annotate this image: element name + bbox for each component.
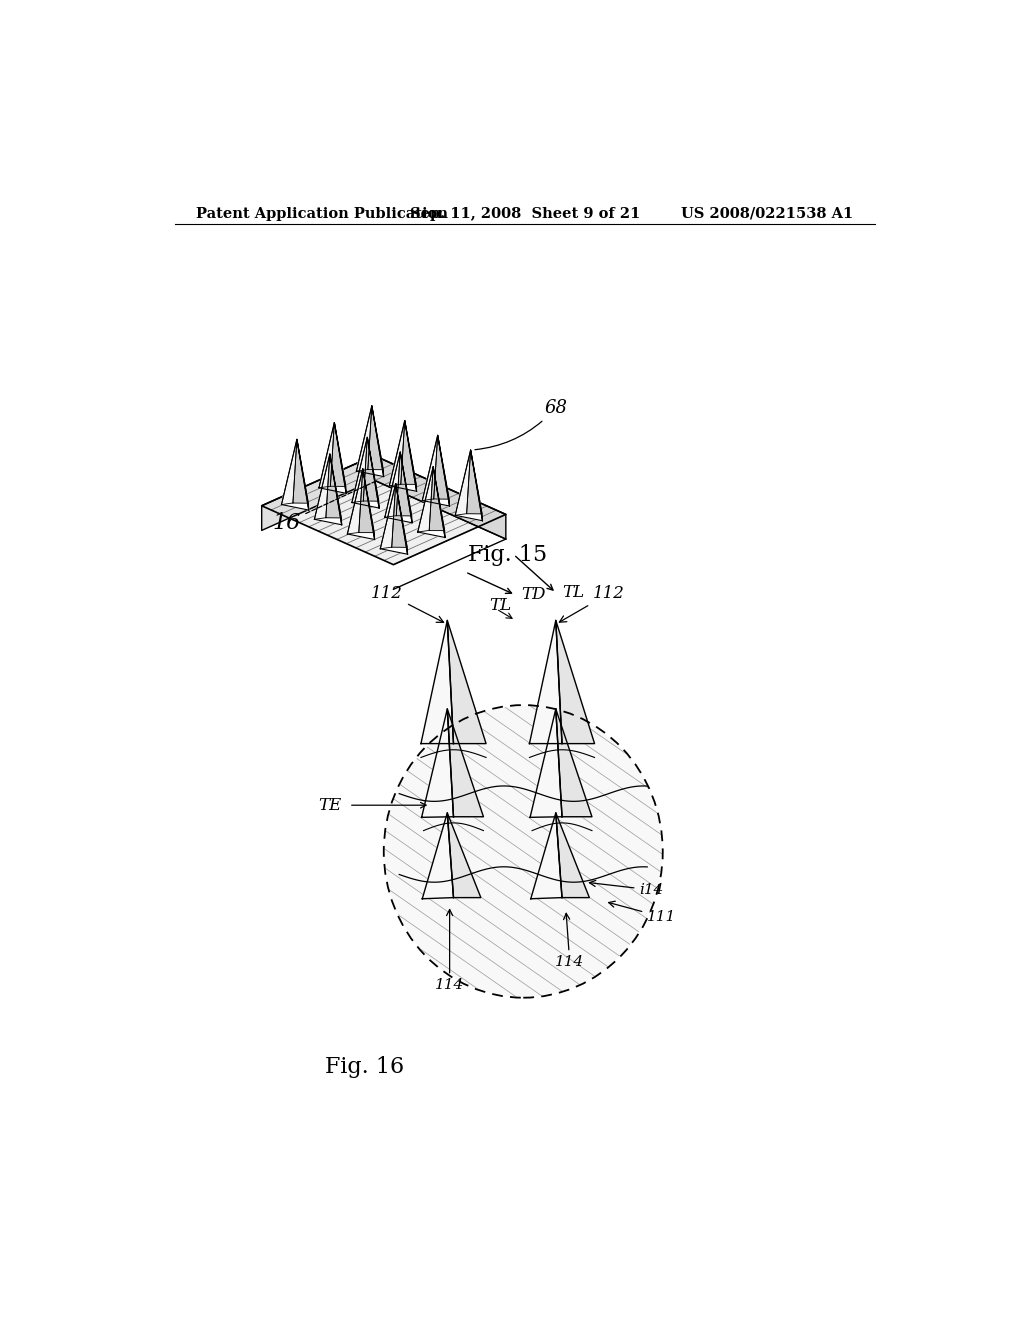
Polygon shape xyxy=(262,455,374,531)
Text: 111: 111 xyxy=(608,902,677,924)
Polygon shape xyxy=(282,440,309,510)
Polygon shape xyxy=(392,483,408,548)
Polygon shape xyxy=(400,451,412,523)
Polygon shape xyxy=(556,813,590,898)
Polygon shape xyxy=(385,451,412,523)
Polygon shape xyxy=(368,405,383,470)
Polygon shape xyxy=(433,467,445,537)
Polygon shape xyxy=(389,421,404,486)
Polygon shape xyxy=(293,440,308,503)
Polygon shape xyxy=(395,483,408,554)
Text: TE: TE xyxy=(317,797,341,813)
Polygon shape xyxy=(556,620,595,743)
Text: Patent Application Publication: Patent Application Publication xyxy=(197,207,449,220)
Text: Fig. 16: Fig. 16 xyxy=(325,1056,403,1078)
Polygon shape xyxy=(362,469,375,540)
Polygon shape xyxy=(347,469,375,540)
Polygon shape xyxy=(556,709,592,817)
Polygon shape xyxy=(282,440,297,504)
Polygon shape xyxy=(396,451,412,516)
Polygon shape xyxy=(352,437,368,503)
Polygon shape xyxy=(380,483,395,549)
Text: 114: 114 xyxy=(555,913,585,969)
Text: TL: TL xyxy=(562,585,585,602)
Polygon shape xyxy=(456,450,471,515)
Text: 68: 68 xyxy=(475,399,567,450)
Text: Fig. 15: Fig. 15 xyxy=(468,544,547,566)
Polygon shape xyxy=(356,405,372,471)
Polygon shape xyxy=(358,469,374,533)
Text: TD: TD xyxy=(521,586,546,603)
Polygon shape xyxy=(374,455,506,539)
Text: 112: 112 xyxy=(559,585,625,622)
Polygon shape xyxy=(331,422,346,487)
Polygon shape xyxy=(297,440,309,510)
Text: US 2008/0221538 A1: US 2008/0221538 A1 xyxy=(681,207,853,220)
Polygon shape xyxy=(400,421,416,484)
Polygon shape xyxy=(372,405,384,477)
Polygon shape xyxy=(529,620,562,743)
Polygon shape xyxy=(352,437,379,508)
Polygon shape xyxy=(314,454,330,519)
Polygon shape xyxy=(422,813,454,899)
Polygon shape xyxy=(318,422,346,494)
Polygon shape xyxy=(434,436,450,499)
Polygon shape xyxy=(447,813,481,898)
Polygon shape xyxy=(447,620,486,743)
Polygon shape xyxy=(422,709,454,817)
Polygon shape xyxy=(262,455,506,565)
Polygon shape xyxy=(330,454,342,525)
Polygon shape xyxy=(385,451,400,517)
Polygon shape xyxy=(418,467,433,532)
Polygon shape xyxy=(389,421,417,491)
Polygon shape xyxy=(356,405,384,477)
Polygon shape xyxy=(447,709,483,817)
Polygon shape xyxy=(530,813,562,899)
Text: 112: 112 xyxy=(372,585,443,622)
Polygon shape xyxy=(421,620,454,743)
Polygon shape xyxy=(364,437,379,502)
Polygon shape xyxy=(456,450,482,521)
Polygon shape xyxy=(326,454,341,517)
Polygon shape xyxy=(368,437,379,508)
Text: 114: 114 xyxy=(435,909,464,993)
Polygon shape xyxy=(467,450,482,513)
Polygon shape xyxy=(335,422,346,494)
Polygon shape xyxy=(380,483,408,554)
Polygon shape xyxy=(422,436,450,506)
Polygon shape xyxy=(418,467,445,537)
Ellipse shape xyxy=(385,706,662,997)
Polygon shape xyxy=(314,454,342,525)
Polygon shape xyxy=(471,450,482,521)
Polygon shape xyxy=(318,422,335,488)
Polygon shape xyxy=(429,467,444,531)
Text: Sep. 11, 2008  Sheet 9 of 21: Sep. 11, 2008 Sheet 9 of 21 xyxy=(410,207,640,220)
Polygon shape xyxy=(347,469,362,535)
Text: i14: i14 xyxy=(590,880,664,896)
Text: TL: TL xyxy=(488,597,511,614)
Polygon shape xyxy=(404,421,417,491)
Polygon shape xyxy=(530,709,562,817)
Polygon shape xyxy=(437,436,450,506)
Polygon shape xyxy=(422,436,437,500)
Text: 16: 16 xyxy=(272,482,376,533)
